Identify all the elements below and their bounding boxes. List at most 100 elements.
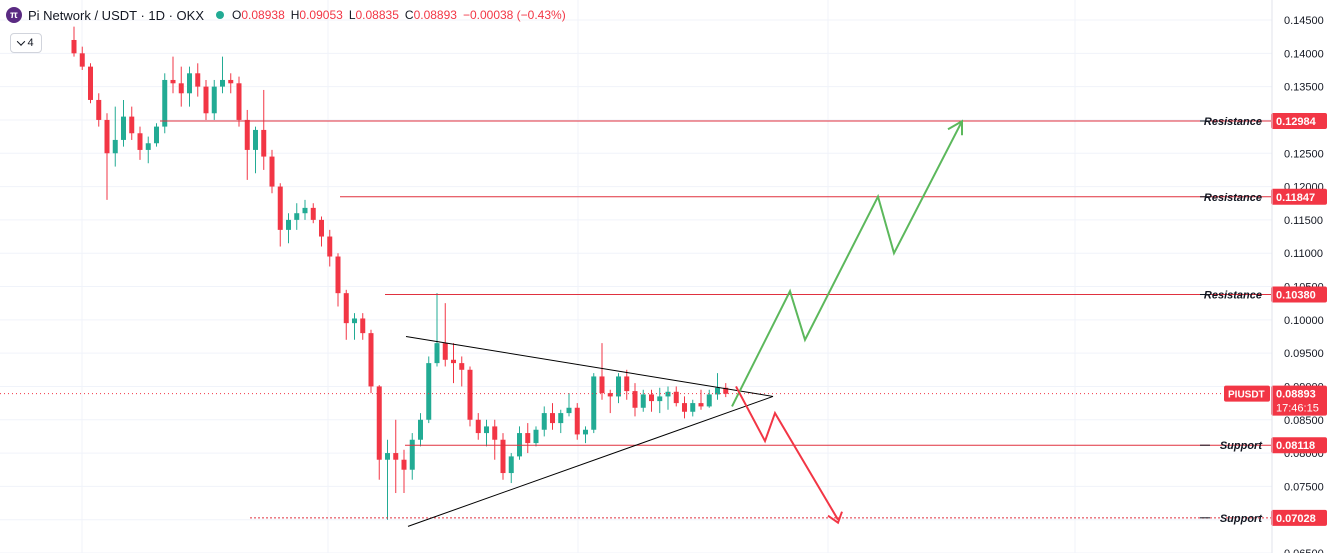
candle-body (690, 403, 696, 412)
candle-body (409, 439, 415, 470)
candle (277, 183, 283, 247)
y-tick-label: 0.11000 (1284, 248, 1323, 260)
level-price-value: 0.12984 (1276, 116, 1317, 128)
candle-body (211, 86, 217, 114)
y-tick-label: 0.12500 (1284, 148, 1324, 160)
candle (228, 73, 234, 94)
candle-body (236, 83, 242, 120)
level-price-tag (1271, 188, 1327, 205)
candle-body (145, 143, 151, 150)
y-tick-label: 0.09500 (1284, 348, 1324, 360)
candle-body (71, 39, 77, 54)
level-price-value: 0.07028 (1276, 513, 1316, 525)
candle (187, 66, 192, 107)
candle (690, 399, 696, 417)
candle (723, 383, 729, 398)
candle-body (137, 133, 143, 150)
candle-body (616, 376, 621, 397)
y-tick-label: 0.14000 (1284, 48, 1324, 60)
current-price-tag (1271, 385, 1327, 416)
candle (500, 433, 506, 480)
candle (649, 389, 654, 412)
candle (195, 63, 201, 97)
candle-body (385, 453, 390, 460)
candle (88, 63, 93, 104)
candle-body (525, 433, 531, 444)
candle-body (195, 73, 201, 87)
symbol-title[interactable]: Pi Network / USDT · 1D · OKX (28, 7, 205, 23)
candle-body (550, 413, 555, 424)
candle-body (88, 66, 93, 100)
level-price-value: 0.08118 (1276, 440, 1315, 452)
low-value: 0.08835 (355, 8, 399, 22)
candle-body (418, 419, 423, 440)
candle-body (343, 293, 349, 324)
candle (665, 386, 671, 410)
candle (566, 393, 572, 417)
candle (368, 329, 374, 394)
candle-body (319, 219, 324, 237)
candle-body (112, 139, 118, 154)
y-tick-label: 0.08500 (1284, 415, 1324, 427)
level-label: Resistance (1204, 192, 1262, 204)
candle-body (459, 363, 465, 370)
candle (319, 216, 324, 247)
candle-body (277, 186, 283, 230)
candle (261, 89, 267, 170)
y-tick-label: 0.10000 (1284, 315, 1324, 327)
candle (236, 76, 242, 127)
candle (376, 385, 382, 480)
level-price-tag (1271, 286, 1327, 303)
close-label: C (404, 8, 414, 22)
candle-body (500, 439, 506, 474)
candle-body (632, 391, 638, 408)
candle (327, 229, 333, 267)
candle (632, 383, 638, 417)
candle (302, 199, 308, 220)
candle-body (393, 453, 399, 460)
candle (310, 203, 316, 224)
level-label: Support (1220, 440, 1263, 452)
ohlc-close: C0.08893 (405, 8, 457, 22)
candle-body (178, 83, 184, 94)
chevron-down-icon (17, 37, 26, 46)
candle-body (302, 207, 308, 214)
candle (550, 403, 555, 430)
candle-body (104, 119, 110, 154)
candle-body (706, 394, 712, 407)
candle (451, 343, 456, 384)
candle (492, 419, 498, 460)
candle-body (558, 413, 564, 424)
candle-body (665, 391, 671, 397)
candle (343, 289, 349, 340)
candle (129, 106, 135, 140)
level-price-tag (1271, 437, 1327, 454)
candle (418, 413, 423, 447)
candle-body (599, 376, 605, 394)
candle (162, 73, 168, 134)
candle (393, 419, 399, 494)
candle-body (310, 207, 316, 220)
candle-body (129, 116, 135, 134)
candle (698, 389, 704, 410)
candle (121, 99, 126, 147)
candle-body (368, 333, 374, 387)
candle (178, 66, 184, 107)
candle (591, 373, 597, 434)
candle-body (682, 403, 687, 412)
candle-body (583, 429, 588, 435)
candle-body (591, 376, 597, 430)
candle (286, 213, 291, 244)
candle (203, 79, 209, 120)
candle-body (294, 213, 300, 220)
candle-body (79, 53, 85, 67)
candle-body (203, 86, 209, 114)
candle (616, 373, 621, 404)
price-change: −0.00038 (−0.43%) (462, 8, 566, 22)
indicator-toggle-button[interactable]: 4 (10, 33, 42, 53)
candle-body (244, 119, 250, 150)
candle-body (657, 396, 663, 402)
candle (71, 26, 77, 57)
